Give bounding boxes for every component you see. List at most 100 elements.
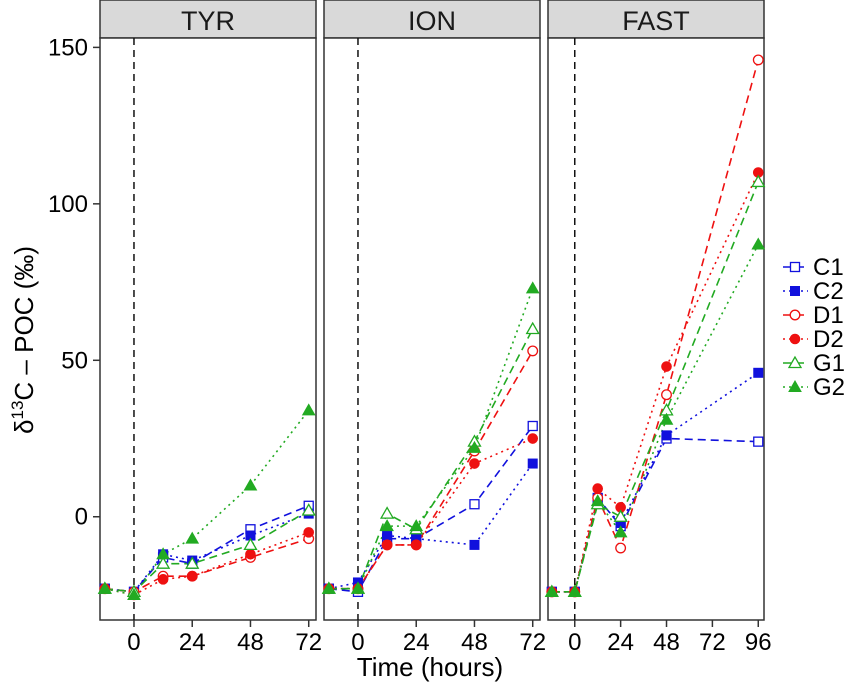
panel-tyr: TYR: [97, 0, 317, 621]
panel-fast: FAST: [544, 0, 766, 621]
data-point: [615, 542, 627, 554]
series-line-c1: [328, 425, 534, 593]
y-axis-title: δ13C – POC (‰): [8, 246, 39, 434]
legend-label: C1: [813, 254, 844, 281]
data-point: [243, 537, 258, 551]
data-point: [525, 281, 540, 294]
legend-marker: [787, 355, 803, 369]
data-point: [303, 527, 315, 538]
data-point: [157, 574, 169, 585]
x-tick-label: 72: [699, 629, 726, 656]
data-point: [661, 361, 672, 372]
data-point: [127, 587, 141, 600]
plot-area: [547, 37, 765, 621]
data-point: [321, 581, 336, 594]
x-tick-label: 24: [607, 629, 634, 656]
x-tick-label: 72: [295, 629, 322, 656]
legend-label: G1: [813, 350, 845, 377]
y-tick-label: 100: [48, 191, 88, 218]
x-tick-label: 0: [351, 629, 364, 656]
legend-item-d1: D1: [783, 302, 844, 329]
data-point: [243, 478, 258, 491]
legend-label: D2: [813, 326, 844, 353]
data-point: [380, 519, 394, 532]
x-tick-label: 48: [461, 629, 488, 656]
data-point: [544, 584, 559, 597]
x-tick-label: 24: [403, 629, 430, 656]
plot-area: [99, 37, 317, 621]
data-point: [97, 581, 112, 594]
data-point: [527, 458, 538, 469]
x-axis-title: Time (hours): [357, 652, 503, 682]
x-tick-label: 96: [745, 629, 772, 656]
x-tick-label: 48: [653, 629, 680, 656]
data-point: [661, 389, 672, 401]
y-tick-label: 0: [75, 504, 88, 531]
data-point: [410, 539, 422, 551]
facet-label: FAST: [622, 6, 690, 36]
legend-item-c1: C1: [783, 254, 844, 281]
legend-marker: [790, 286, 800, 296]
data-point: [469, 458, 480, 469]
x-tick-label: 72: [519, 629, 546, 656]
series-markers: [544, 54, 766, 598]
y-axis: 0 50 100 150: [48, 34, 100, 531]
data-point: [467, 440, 482, 453]
data-point: [245, 548, 256, 560]
data-point: [753, 436, 764, 447]
legend-marker: [789, 333, 801, 345]
data-point: [185, 556, 200, 569]
data-point: [379, 506, 395, 519]
legend-marker: [789, 309, 801, 321]
data-point: [751, 237, 766, 250]
x-tick-label: 0: [127, 629, 140, 656]
x-tick-label: 48: [237, 629, 264, 656]
data-point: [469, 499, 480, 510]
data-point: [409, 519, 424, 532]
y-tick-label: 50: [61, 347, 88, 374]
y-tick-label: 150: [48, 34, 88, 61]
series-line-d1: [104, 537, 309, 593]
facet-label: TYR: [181, 6, 235, 36]
data-point: [659, 412, 674, 425]
data-point: [590, 494, 605, 507]
series-markers: [97, 403, 316, 601]
panel-ion: ION: [321, 0, 541, 621]
legend-marker: [788, 379, 802, 392]
data-point: [156, 547, 170, 560]
x-axis: 0 24 48 72 0 24 48 72 0 24 48 72 96: [127, 620, 772, 656]
data-point: [382, 530, 393, 541]
data-point: [751, 174, 766, 188]
data-point: [567, 584, 582, 597]
facet-label: ION: [408, 6, 456, 36]
data-point: [186, 570, 198, 582]
data-point: [527, 345, 539, 357]
x-tick-label: 0: [568, 629, 581, 656]
data-point: [613, 509, 628, 522]
data-point: [301, 503, 316, 516]
series-markers: [321, 281, 540, 597]
data-point: [613, 525, 628, 538]
x-tick-label: 24: [179, 629, 206, 656]
data-point: [753, 367, 764, 378]
legend-marker: [789, 261, 801, 273]
legend-label: G2: [813, 374, 845, 401]
legend-item-d2: D2: [783, 326, 844, 353]
facet-strip: [99, 0, 317, 39]
data-point: [592, 483, 603, 494]
data-point: [752, 54, 764, 66]
data-point: [185, 531, 200, 544]
data-point: [527, 433, 539, 444]
data-point: [525, 321, 540, 335]
data-point: [155, 556, 171, 569]
data-point: [527, 420, 538, 432]
plot-area: [323, 37, 541, 621]
panels: TYR ION FAST: [97, 0, 766, 621]
series-line-c1: [104, 505, 310, 593]
data-point: [661, 430, 672, 441]
data-point: [301, 403, 316, 416]
legend-label: C2: [813, 278, 844, 305]
data-point: [469, 539, 480, 550]
